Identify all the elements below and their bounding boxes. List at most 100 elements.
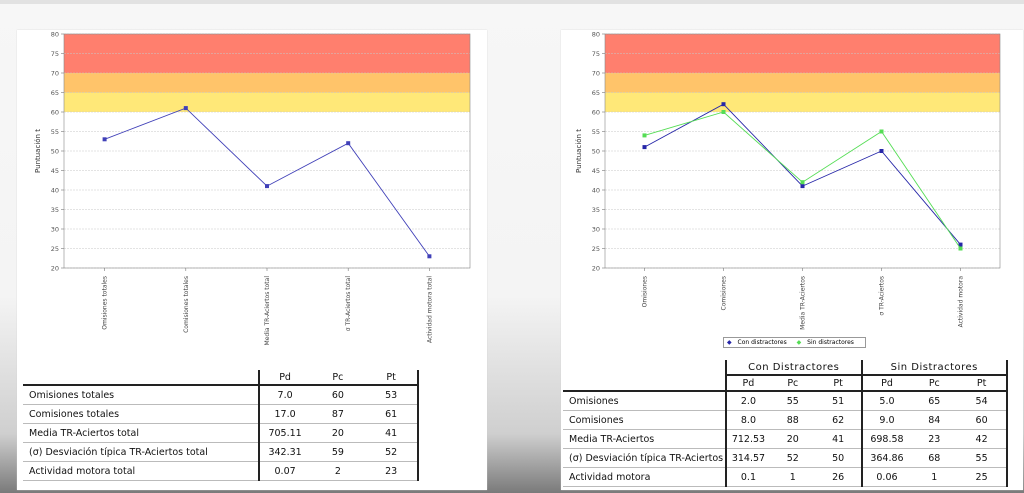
cell-value: 55 <box>957 448 1008 468</box>
y-tick-label-4: 40 <box>51 187 59 195</box>
y-tick-label-12: 80 <box>592 31 600 39</box>
y-axis-label: Puntuación t <box>34 129 42 173</box>
y-tick-label-0: 20 <box>592 265 600 273</box>
cell-value: 364.86 <box>860 448 912 468</box>
cell-value: 53 <box>365 385 419 405</box>
data-point-s1-1 <box>721 110 726 114</box>
data-point-s0-4 <box>427 254 432 259</box>
row-label: Media TR-Aciertos <box>569 433 655 445</box>
row-label: Omisiones totales <box>29 389 115 401</box>
cell-value: 65 <box>928 395 941 407</box>
row-label: Media TR-Aciertos total <box>29 427 139 439</box>
group-header-con: Con Distractores <box>724 360 862 375</box>
table-row: Media TR-Aciertos total 705.11 20 41 <box>23 423 419 443</box>
cell-value: 41 <box>832 433 845 445</box>
table-row: Omisiones 2.0 55 51 5.0 65 54 <box>563 391 1008 411</box>
left-report-panel: 20 25 30 35 40 45 50 55 60 65 70 75 80 Puntuación t Om… <box>17 30 487 490</box>
col-header-pt-con: Pt <box>815 374 862 392</box>
cell-value: 1 <box>931 471 938 483</box>
col-header-pd-con: Pd <box>724 374 770 392</box>
row-label: (σ) Desviación típica TR-Aciertos <box>569 452 724 464</box>
y-tick-label-8: 60 <box>592 109 600 117</box>
chart-legend: ◆ Con distractores ◆ Sin distractores <box>723 337 866 348</box>
y-tick-label-5: 45 <box>592 167 600 175</box>
cell-value: 60 <box>957 410 1008 430</box>
row-label: Actividad motora total <box>29 465 136 477</box>
y-axis-label: Puntuación t <box>575 129 583 173</box>
y-tick-label-7: 55 <box>51 128 59 136</box>
table-row: (σ) Desviación típica TR-Aciertos 314.57 5… <box>563 448 1008 468</box>
cell-value: 51 <box>832 395 845 407</box>
col-header-pt-sin: Pt <box>957 374 1008 392</box>
cell-value: 20 <box>331 427 344 439</box>
t-score-chart-totals: 20 25 30 35 40 45 50 55 60 65 70 75 80 Puntuación t Om… <box>34 31 471 346</box>
x-tick-label-3: σ TR-Aciertos <box>879 276 886 316</box>
cell-value: 61 <box>365 404 419 424</box>
risk-band-2 <box>605 34 1000 73</box>
legend-item-con: ◆ Con distractores <box>727 339 787 346</box>
cell-value: 26 <box>832 471 845 483</box>
x-tick-label-2: Media TR-Aciertos <box>800 276 807 330</box>
data-point-s0-3 <box>879 149 884 153</box>
y-tick-label-11: 75 <box>592 50 600 58</box>
y-tick-label-9: 65 <box>592 89 600 97</box>
y-tick-label-12: 80 <box>51 31 59 39</box>
cell-value: 698.58 <box>860 429 912 449</box>
y-tick-label-0: 20 <box>51 265 59 273</box>
cell-value: 712.53 <box>724 429 770 449</box>
risk-band-1 <box>605 73 1000 93</box>
col-header-pd-sin: Pd <box>860 374 912 392</box>
x-tick-label-2: Media TR-Aciertos total <box>264 276 271 346</box>
y-tick-label-1: 25 <box>51 245 59 253</box>
x-tick-label-1: Comisiones totales <box>183 276 190 333</box>
cell-value: 87 <box>331 408 344 420</box>
data-point-s0-2 <box>800 184 805 189</box>
t-score-chart-distractors: 20 25 30 35 40 45 50 55 60 65 70 75 80 Puntuación t Om… <box>575 31 1001 330</box>
risk-band-0 <box>605 92 1000 112</box>
cell-value: 0.1 <box>724 467 770 487</box>
cell-value: 17.0 <box>257 404 311 424</box>
y-tick-label-9: 65 <box>51 89 59 97</box>
x-tick-label-0: Omisiones <box>642 276 649 307</box>
cell-value: 9.0 <box>860 410 912 430</box>
y-tick-label-1: 25 <box>592 245 600 253</box>
cell-value: 59 <box>331 446 344 458</box>
y-tick-label-8: 60 <box>51 109 59 117</box>
y-tick-label-11: 75 <box>51 50 59 58</box>
x-tick-label-3: σ TR-Aciertos total <box>345 276 352 332</box>
y-tick-label-5: 45 <box>51 167 59 175</box>
data-point-s0-1 <box>183 106 188 111</box>
col-header-pc-sin: Pc <box>911 374 958 392</box>
row-label: Comisiones totales <box>29 408 120 420</box>
data-point-s0-4 <box>958 242 963 247</box>
risk-band-0 <box>64 92 470 112</box>
col-header-pc-con: Pc <box>769 374 816 392</box>
cell-value: 88 <box>786 414 799 426</box>
cell-value: 52 <box>365 442 419 462</box>
x-tick-label-1: Comisiones <box>721 276 728 310</box>
y-tick-label-10: 70 <box>51 70 59 78</box>
col-header-pt: Pt <box>365 370 419 386</box>
cell-value: 8.0 <box>724 410 770 430</box>
cell-value: 314.57 <box>724 448 770 468</box>
y-tick-label-3: 35 <box>51 206 59 214</box>
y-tick-label-3: 35 <box>592 206 600 214</box>
table-row: Actividad motora 0.1 1 26 0.06 1 25 <box>563 467 1008 487</box>
col-header-pd: Pd <box>257 370 311 386</box>
cell-value: 62 <box>832 414 845 426</box>
cell-value: 705.11 <box>257 423 311 443</box>
table-row: Media TR-Aciertos 712.53 20 41 698.58 23 42 <box>563 429 1008 449</box>
table-row: Actividad motora total 0.07 2 23 <box>23 461 419 481</box>
y-tick-label-2: 30 <box>592 226 600 234</box>
table-row: (σ) Desviación típica TR-Aciertos total 3… <box>23 442 419 462</box>
cell-value: 7.0 <box>257 385 311 405</box>
cell-value: 52 <box>786 452 799 464</box>
cell-value: 23 <box>928 433 941 445</box>
row-label: Comisiones <box>569 414 624 426</box>
table-row: Omisiones totales 7.0 60 53 <box>23 385 419 405</box>
data-point-s0-1 <box>721 102 726 107</box>
y-tick-label-7: 55 <box>592 128 600 136</box>
cell-value: 54 <box>957 391 1008 411</box>
cell-value: 0.07 <box>257 461 311 481</box>
cell-value: 42 <box>957 429 1008 449</box>
